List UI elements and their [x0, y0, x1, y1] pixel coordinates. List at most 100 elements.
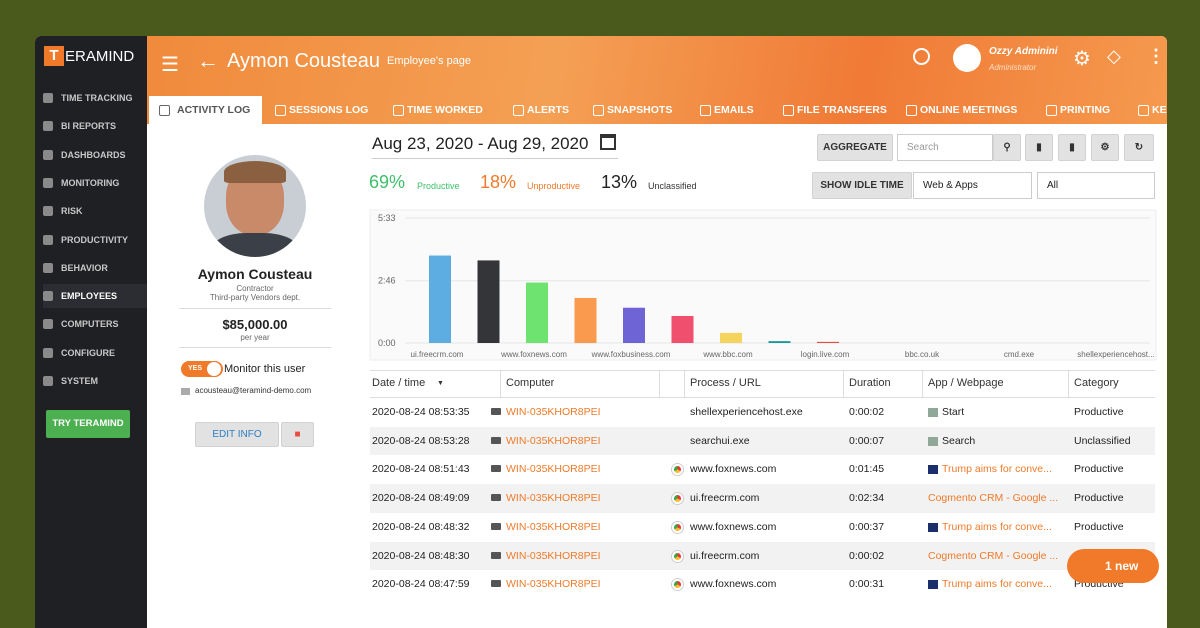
column-header[interactable]: App / Webpage — [928, 377, 1004, 389]
table-cell[interactable]: Cogmento CRM - Google ... — [928, 492, 1059, 505]
table-cell: 2020-08-24 08:48:30 — [372, 549, 470, 562]
aggregate-button[interactable]: AGGREGATE — [817, 134, 893, 161]
sort-icon: ▼ — [437, 380, 444, 387]
nav-item[interactable]: BI REPORTS — [43, 114, 147, 138]
search-input[interactable]: Search — [897, 134, 993, 161]
salary-period: per year — [240, 333, 270, 342]
table-cell[interactable]: WIN-035KHOR8PEI — [506, 434, 601, 447]
browser-icon — [672, 464, 683, 476]
browser-icon — [672, 550, 683, 562]
column-header[interactable]: Duration — [849, 377, 891, 389]
user-name: Ozzy Adminini — [989, 46, 1058, 57]
column-header[interactable]: Process / URL — [690, 377, 761, 389]
filter-select[interactable]: Web & Apps — [913, 172, 1032, 199]
export-button[interactable]: ▮ — [1025, 134, 1053, 161]
tab[interactable]: SESSIONS LOG — [271, 96, 368, 124]
tab[interactable]: TIME WORKED — [389, 96, 483, 124]
table-cell: shellexperiencehost.exe — [690, 406, 803, 418]
column-divider — [1068, 370, 1069, 398]
divider — [179, 308, 331, 309]
nav-item[interactable]: COMPUTERS — [43, 312, 147, 336]
table-cell[interactable]: Trump aims for conve... — [942, 463, 1052, 476]
nav-item[interactable]: PRODUCTIVITY — [43, 228, 147, 252]
calendar-icon[interactable] — [600, 134, 616, 150]
nav-item[interactable]: CONFIGURE — [43, 341, 147, 365]
tab[interactable]: PRINTING — [1042, 96, 1110, 124]
table-cell[interactable]: Cogmento CRM - Google ... — [928, 549, 1059, 562]
search-icon[interactable] — [913, 48, 930, 65]
tab[interactable]: ONLINE MEETINGS — [902, 96, 1017, 124]
nav-item[interactable]: DASHBOARDS — [43, 143, 147, 167]
date-range[interactable]: Aug 23, 2020 - Aug 29, 2020 — [372, 134, 589, 153]
column-header[interactable]: Date / time — [372, 377, 426, 389]
table-cell: 0:00:37 — [849, 520, 885, 533]
table-cell[interactable]: WIN-035KHOR8PEI — [506, 520, 601, 533]
monitor-label: Monitor this user — [224, 363, 306, 375]
filter-select[interactable]: All — [1037, 172, 1155, 199]
table-cell: ui.freecrm.com — [690, 549, 760, 562]
header: ☰ ← Aymon Cousteau Employee's page Ozzy … — [147, 36, 1167, 124]
table-cell[interactable]: WIN-035KHOR8PEI — [506, 492, 601, 505]
user-avatar[interactable] — [953, 44, 981, 72]
unclassified-label: Unclassified — [648, 181, 697, 191]
table-cell: www.foxnews.com — [690, 578, 777, 591]
menu-icon[interactable]: ☰ — [161, 54, 179, 76]
tab[interactable]: SNAPSHOTS — [589, 96, 672, 124]
app: T ERAMIND TIME TRACKING BI REPORTS DASHBOA… — [35, 36, 1167, 628]
browser-icon — [672, 493, 683, 505]
email: acousteau@teramind-demo.com — [195, 386, 312, 395]
table-cell: 0:02:34 — [849, 492, 885, 505]
app-icon — [928, 436, 938, 446]
toggle-knob — [207, 362, 221, 376]
table-cell: Productive — [1074, 492, 1124, 505]
table-cell[interactable]: WIN-035KHOR8PEI — [506, 463, 601, 476]
table-cell[interactable]: Search — [942, 434, 976, 447]
nav-item[interactable]: SYSTEM — [43, 369, 147, 393]
back-icon[interactable]: ← — [197, 48, 219, 73]
nav-item[interactable]: TIME TRACKING — [43, 86, 147, 110]
tab[interactable]: ALERTS — [509, 96, 569, 124]
table-cell: searchui.exe — [690, 434, 750, 447]
table-cell[interactable]: Start — [942, 406, 965, 418]
settings-button[interactable]: ⚙ — [1091, 134, 1119, 161]
search-button[interactable]: ⚲ — [993, 134, 1021, 161]
settings-icon[interactable]: ⚙ — [1073, 48, 1091, 70]
chat-button[interactable]: 1 new — [1067, 549, 1159, 583]
try-button[interactable]: TRY TERAMIND — [46, 410, 130, 438]
refresh-button[interactable]: ↻ — [1124, 134, 1154, 161]
alert-icon[interactable]: ◇ — [1107, 46, 1121, 66]
tab[interactable]: KE — [1134, 96, 1167, 124]
table-cell: 2020-08-24 08:51:43 — [372, 463, 470, 476]
delete-button[interactable]: ■ — [281, 422, 314, 447]
idle-button[interactable]: SHOW IDLE TIME — [812, 172, 912, 199]
nav-item[interactable]: MONITORING — [43, 171, 147, 195]
table-cell: www.foxnews.com — [690, 463, 777, 476]
camera-icon — [491, 551, 501, 559]
browser-icon — [672, 579, 683, 591]
export-button[interactable]: ▮ — [1058, 134, 1086, 161]
tab[interactable]: EMAILS — [696, 96, 754, 124]
table-cell[interactable]: WIN-035KHOR8PEI — [506, 578, 601, 591]
nav-item[interactable]: BEHAVIOR — [43, 256, 147, 280]
app-icon — [928, 522, 938, 532]
tab[interactable]: ACTIVITY LOG — [149, 96, 263, 124]
column-divider — [922, 370, 923, 398]
edit-button[interactable]: EDIT INFO — [195, 422, 279, 447]
table-cell: Productive — [1074, 463, 1124, 476]
more-icon[interactable]: ⋮ — [1147, 46, 1165, 66]
column-header[interactable]: Category — [1074, 377, 1119, 389]
user-role: Administrator — [989, 63, 1037, 72]
nav-item[interactable]: RISK — [43, 199, 147, 223]
table-cell[interactable]: WIN-035KHOR8PEI — [506, 406, 601, 418]
tab[interactable]: FILE TRANSFERS — [779, 96, 887, 124]
camera-icon — [491, 465, 501, 473]
profile-department: Third-party Vendors dept. — [209, 293, 301, 302]
column-header[interactable]: Computer — [506, 377, 555, 389]
table-cell[interactable]: WIN-035KHOR8PEI — [506, 549, 601, 562]
profile-photo — [204, 155, 306, 257]
table-cell[interactable]: Trump aims for conve... — [942, 578, 1052, 591]
table-cell: 0:00:07 — [849, 434, 885, 447]
table-cell[interactable]: Trump aims for conve... — [942, 520, 1052, 533]
nav-item[interactable]: EMPLOYEES — [43, 284, 147, 309]
